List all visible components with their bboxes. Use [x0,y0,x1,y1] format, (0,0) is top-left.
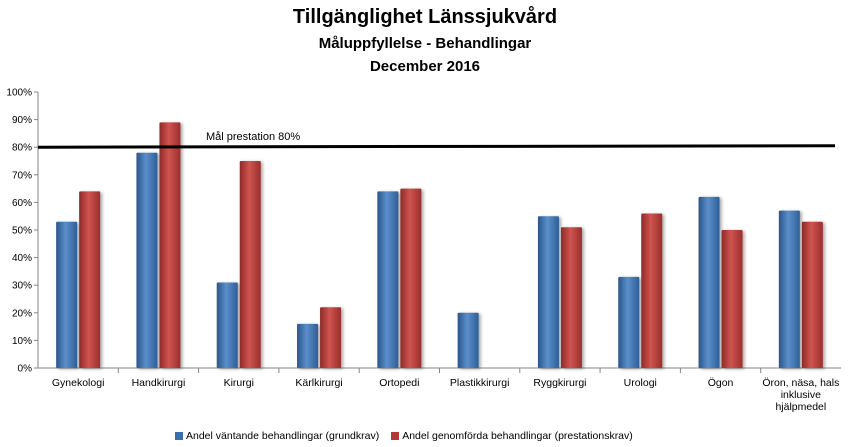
bar-series-2 [159,122,181,368]
x-tick-label: Kirurgi [224,377,254,389]
bar-series-2 [320,307,342,368]
bar-series-1 [778,210,800,368]
y-tick-label: 50% [12,226,32,237]
chart-title: Tillgänglighet Länssjukvård [292,6,558,28]
chart-date: December 2016 [369,58,481,75]
bar-series-2 [79,191,101,368]
x-tick-label: Plastikkirurgi [450,377,510,389]
chart-subtitle: Måluppfyllelse - Behandlingar [318,35,532,52]
y-tick-label: 20% [12,308,32,319]
x-tick-label: Ortopedi [379,377,419,389]
bar-series-1 [56,221,78,368]
legend-item-series-1: Andel väntande behandlingar (grundkrav) [175,430,379,442]
bar-series-2 [400,188,422,368]
x-tick-label: Öron, näsa, hals [762,377,839,389]
target-line-label: Mål prestation 80% [206,131,300,143]
y-tick-label: 80% [12,143,32,154]
bar-series-1 [618,276,640,368]
bar-series-1 [297,323,319,368]
y-tick-label: 100% [6,88,32,99]
y-tick-label: 60% [12,198,32,209]
bar-series-2 [721,230,743,368]
x-tick-label: Urologi [624,377,657,389]
y-tick-label: 90% [12,115,32,126]
x-tick-label: Gynekologi [52,377,105,389]
x-tick-label: hjälpmedel [775,401,826,413]
x-tick-label: Kärlkirurgi [295,377,342,389]
legend-item-series-2: Andel genomförda behandlingar (prestatio… [391,430,633,442]
bar-series-2 [560,227,582,368]
legend-swatch-blue [175,432,183,440]
bar-series-1 [698,196,720,368]
bar-series-2 [641,213,663,368]
x-tick-label: Ryggkirurgi [533,377,586,389]
target-line [37,144,836,149]
x-tick-label: Ögon [708,377,734,389]
legend: Andel väntande behandlingar (grundkrav) … [175,430,633,442]
bar-series-2 [239,161,261,368]
y-tick-label: 0% [18,364,33,375]
x-tick-label: inklusive [781,389,821,401]
legend-swatch-red [391,432,400,440]
legend-label-series-1: Andel väntande behandlingar (grundkrav) [186,430,380,442]
y-tick-label: 40% [12,253,32,264]
bar-series-1 [377,191,399,368]
y-tick-label: 30% [12,281,32,292]
bar-series-1 [537,216,559,368]
x-tick-label: Handkirurgi [132,377,186,389]
bar-series-1 [216,282,238,368]
legend-label-series-2: Andel genomförda behandlingar (prestatio… [402,430,633,442]
y-tick-label: 70% [12,170,32,181]
bar-series-1 [457,312,479,368]
bar-series-2 [801,221,823,368]
bar-series-1 [136,152,158,368]
y-tick-label: 10% [12,336,32,347]
